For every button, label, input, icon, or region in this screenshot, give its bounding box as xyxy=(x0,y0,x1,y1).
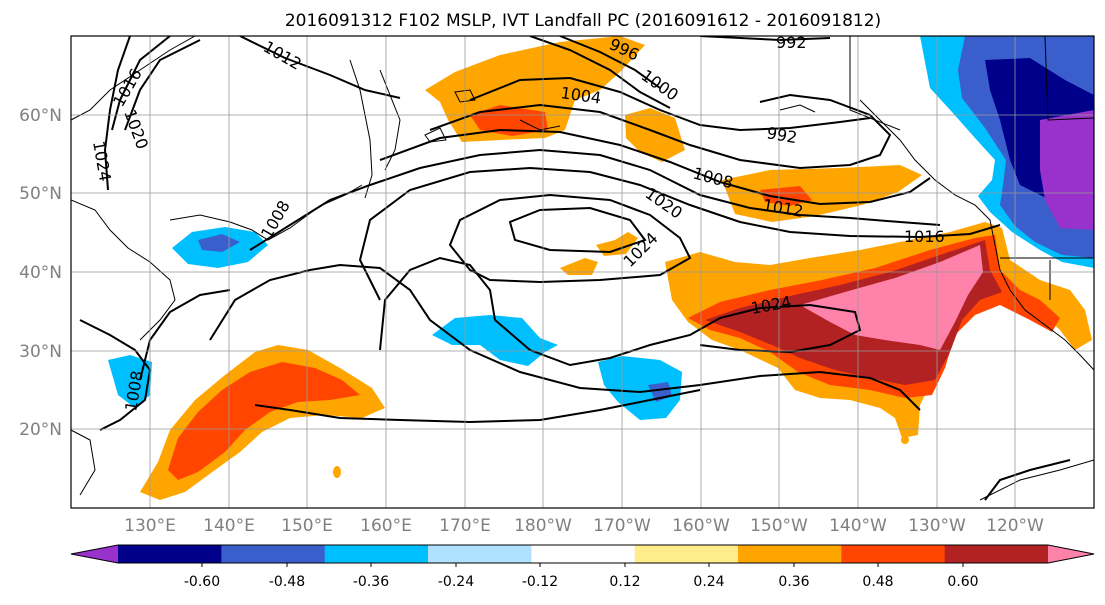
lon-label: 170°W xyxy=(593,516,651,536)
lon-label: 140°E xyxy=(203,516,255,536)
colorbar-tick-label: -0.48 xyxy=(269,574,305,590)
colorbar-tick-label: -0.24 xyxy=(438,574,474,590)
positive-region-gulf-of-alaska xyxy=(722,165,922,222)
colorbar-swatch xyxy=(738,545,842,563)
lon-label: 140°W xyxy=(829,516,887,536)
colorbar-swatch xyxy=(944,545,1049,563)
lon-label: 130°W xyxy=(908,516,966,536)
negative-region-south-central xyxy=(598,356,682,420)
lon-label: 150°E xyxy=(281,516,333,536)
latitude-labels: 60°N 50°N 40°N 30°N 20°N xyxy=(19,106,62,440)
colorbar-tick-label: 0.48 xyxy=(862,574,893,590)
colorbar-swatch xyxy=(118,545,222,563)
figure-title: 2016091312 F102 MSLP, IVT Landfall PC (2… xyxy=(285,11,881,31)
negative-region-japan-core xyxy=(198,234,240,252)
colorbar-swatch xyxy=(71,545,118,563)
negative-region-west xyxy=(108,355,152,408)
map-panel: 1016 1020 1024 1012 996 1000 992 1004 99… xyxy=(19,33,1095,536)
colorbar-tick-label: 0.12 xyxy=(609,574,640,590)
lat-label: 30°N xyxy=(19,342,62,362)
colorbar-ticks xyxy=(201,563,964,567)
lat-label: 40°N xyxy=(19,263,62,283)
negative-region-central xyxy=(432,315,558,366)
positive-region-small-central-2 xyxy=(560,258,598,275)
graticule xyxy=(71,36,1094,508)
lat-label: 20°N xyxy=(19,420,62,440)
positive-region-west-pacific-core xyxy=(168,362,360,480)
contour-label: 992 xyxy=(776,33,807,52)
mslp-contours xyxy=(79,36,1071,501)
lon-label: 180°W xyxy=(514,516,572,536)
lon-label: 160°W xyxy=(672,516,730,536)
colorbar-swatch xyxy=(221,545,326,563)
colorbar-swatch xyxy=(1048,545,1094,563)
lon-label: 170°E xyxy=(439,516,491,536)
colorbar-outline xyxy=(70,544,1095,564)
lon-label: 160°E xyxy=(360,516,412,536)
positive-region-speck xyxy=(333,466,341,478)
colorbar-tick-label: 0.24 xyxy=(693,574,724,590)
longitude-labels: 130°E 140°E 150°E 160°E 170°E 180°W 170°… xyxy=(124,516,1044,536)
lon-label: 120°W xyxy=(986,516,1044,536)
lat-label: 50°N xyxy=(19,184,62,204)
colorbar-tick-label: -0.36 xyxy=(353,574,389,590)
map-frame xyxy=(70,35,1095,509)
positive-region-speck-2 xyxy=(901,436,909,444)
positive-region-bering-core xyxy=(470,105,548,136)
lon-label: 150°W xyxy=(750,516,808,536)
positive-region-aleutian xyxy=(625,108,685,162)
colorbar-swatch xyxy=(324,545,429,563)
colorbar-swatch xyxy=(841,545,946,563)
positive-region-small-central xyxy=(596,232,638,256)
lat-label: 60°N xyxy=(19,106,62,126)
colorbar-swatch xyxy=(634,545,739,563)
colorbar-segments xyxy=(70,544,1095,564)
colorbar-swatch xyxy=(428,545,532,563)
colorbar-tick-label: -0.60 xyxy=(184,574,220,590)
contour-label: 1016 xyxy=(904,227,945,246)
colorbar-tick-label: 0.60 xyxy=(947,574,978,590)
lon-label: 130°E xyxy=(124,516,176,536)
negative-region-northeast-peak xyxy=(1040,110,1094,230)
colorbar: -0.60 -0.48 -0.36 -0.24 -0.12 0.12 0.24 … xyxy=(70,544,1095,590)
colorbar-tick-label: -0.12 xyxy=(522,574,558,590)
colorbar-swatch xyxy=(531,545,636,563)
colorbar-tick-labels: -0.60 -0.48 -0.36 -0.24 -0.12 0.12 0.24 … xyxy=(184,574,979,590)
colorbar-tick-label: 0.36 xyxy=(778,574,809,590)
